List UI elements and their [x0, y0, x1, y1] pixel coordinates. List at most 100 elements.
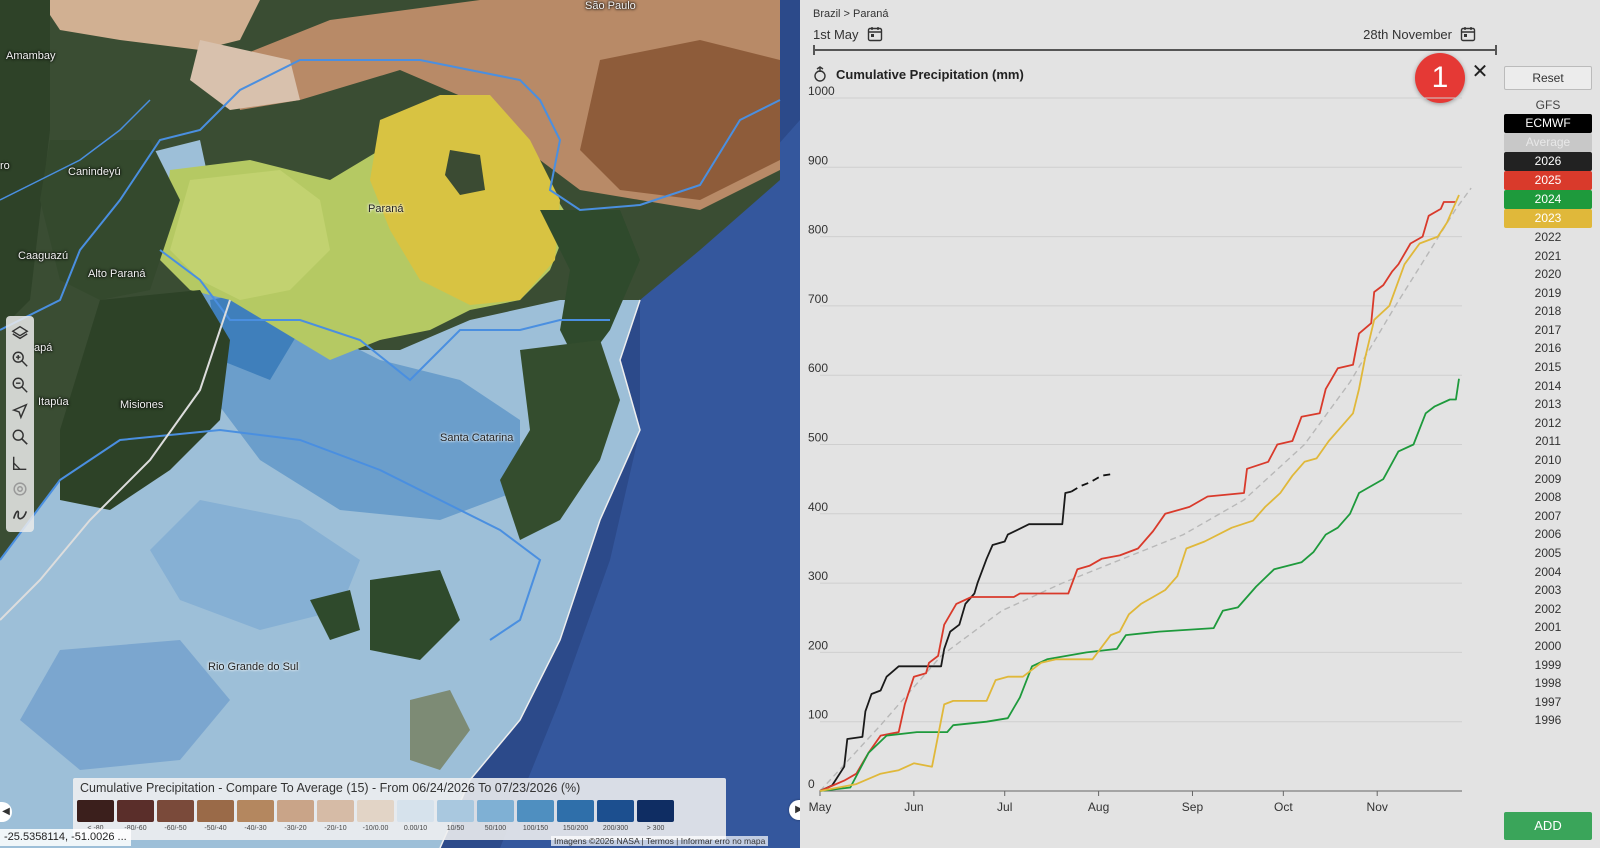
place-label-ro: ro: [0, 160, 10, 172]
zoom-out-icon: [12, 377, 28, 393]
x-tick-label: May: [809, 800, 832, 814]
search-button[interactable]: [8, 424, 32, 450]
rain-gauge-icon: [814, 66, 826, 82]
series-item-2016[interactable]: 2016: [1534, 341, 1562, 356]
misiones-land: [60, 290, 230, 510]
close-button[interactable]: ✕: [1471, 61, 1489, 83]
layers-icon: [11, 325, 29, 340]
date-range-slider[interactable]: [813, 45, 1497, 55]
border-paraguay: [0, 99, 151, 201]
coast-forest: [540, 210, 640, 370]
series-item-2004[interactable]: 2004: [1534, 564, 1562, 579]
measure-button[interactable]: [8, 450, 32, 476]
series-item-2020[interactable]: 2020: [1534, 267, 1562, 282]
series-line-ecmwf: [1070, 473, 1111, 493]
series-item-2017[interactable]: 2017: [1534, 322, 1562, 337]
series-item-2008[interactable]: 2008: [1534, 490, 1562, 505]
series-item-2019[interactable]: 2019: [1534, 285, 1562, 300]
series-item-2026[interactable]: 2026: [1504, 151, 1592, 171]
series-item-2007[interactable]: 2007: [1534, 508, 1562, 523]
draw-button[interactable]: [8, 502, 32, 528]
series-item-2015[interactable]: 2015: [1534, 360, 1562, 375]
series-item-2005[interactable]: 2005: [1534, 546, 1562, 560]
place-label-sao-paulo: São Paulo: [585, 0, 636, 12]
series-item-2009[interactable]: 2009: [1534, 471, 1562, 486]
legend-swatch-label: 150/200: [562, 825, 589, 832]
date-end-label: 28th November: [1363, 26, 1452, 42]
place-label-canindeyu: Canindeyú: [68, 166, 121, 178]
calendar-icon[interactable]: [867, 26, 883, 42]
x-tick-label: Aug: [1088, 800, 1109, 814]
legend-swatch-label: -40/-30: [244, 825, 267, 832]
y-tick-label: 400: [808, 500, 828, 514]
model-gfs[interactable]: GFS: [1535, 98, 1561, 112]
series-item-2024[interactable]: 2024: [1504, 189, 1592, 209]
calendar-icon[interactable]: [1460, 26, 1476, 42]
legend-swatch: [117, 800, 154, 822]
measure-icon: [12, 456, 27, 471]
series-item-1999[interactable]: 1999: [1534, 657, 1562, 672]
y-tick-label: 500: [808, 431, 828, 445]
series-item-2014[interactable]: 2014: [1534, 378, 1562, 393]
y-tick-label: 600: [808, 361, 828, 375]
series-item-2001[interactable]: 2001: [1534, 620, 1562, 635]
legend-swatch: [597, 800, 634, 822]
series-line-2026: [819, 490, 1072, 792]
parana-forest: [445, 150, 485, 195]
series-item-2006[interactable]: 2006: [1534, 527, 1562, 542]
search-icon: [12, 429, 28, 445]
legend-swatch: [397, 800, 434, 822]
date-end-picker[interactable]: 28th November: [1363, 26, 1476, 42]
legend-swatch: [637, 800, 674, 822]
y-tick-label: 0: [808, 777, 815, 791]
series-line-average: [819, 187, 1472, 792]
legend-swatch-label: -50/-40: [204, 825, 227, 832]
series-item-2011[interactable]: 2011: [1535, 434, 1561, 449]
chart-title: Cumulative Precipitation (mm): [836, 66, 1024, 82]
y-tick-label: 800: [808, 223, 828, 237]
series-item-2003[interactable]: 2003: [1534, 583, 1562, 598]
legend-swatch: [557, 800, 594, 822]
surplus-region-light: [150, 500, 360, 630]
series-item-2021[interactable]: 2021: [1534, 248, 1562, 263]
series-item-1996[interactable]: 1996: [1534, 713, 1562, 728]
precipitation-map[interactable]: [0, 0, 800, 848]
coastline: [439, 299, 641, 848]
series-item-2025[interactable]: 2025: [1504, 170, 1592, 190]
surplus-region-south: [20, 640, 230, 770]
zoom-in-button[interactable]: [8, 346, 32, 372]
series-item-2023[interactable]: 2023: [1504, 208, 1592, 228]
collapse-panel-button[interactable]: ▶: [789, 800, 800, 820]
series-item-ecmwf[interactable]: ECMWF: [1504, 114, 1592, 133]
series-item-2010[interactable]: 2010: [1534, 453, 1562, 468]
add-button[interactable]: ADD: [1504, 812, 1592, 840]
series-item-2000[interactable]: 2000: [1534, 638, 1562, 653]
legend-swatch: [437, 800, 474, 822]
settings-button[interactable]: [8, 476, 32, 502]
series-item-average[interactable]: Average: [1504, 132, 1592, 152]
series-item-2022[interactable]: 2022: [1534, 229, 1562, 244]
legend-swatch-label: -10/0.00: [362, 825, 389, 832]
series-item-2013[interactable]: 2013: [1534, 397, 1562, 412]
deficit-region-north: [40, 0, 260, 50]
map-toolbar: [6, 316, 34, 532]
series-item-2012[interactable]: 2012: [1534, 415, 1562, 430]
series-item-1998[interactable]: 1998: [1534, 676, 1562, 691]
collapse-left-button[interactable]: ◀: [0, 802, 12, 822]
legend-swatches: [77, 800, 674, 822]
map-view[interactable]: São Paulo Amambay Canindeyú Caaguazú Alt…: [0, 0, 800, 848]
reset-button[interactable]: Reset: [1504, 66, 1592, 90]
border-sc-rs: [0, 428, 542, 641]
forest-patch: [370, 570, 460, 660]
date-start-picker[interactable]: 1st May: [813, 26, 883, 42]
place-label-parana: Paraná: [368, 203, 404, 215]
series-item-2018[interactable]: 2018: [1534, 304, 1562, 319]
series-item-2002[interactable]: 2002: [1534, 601, 1562, 616]
series-list: ECMWF Average 2026 2025 2024 2023 2022 2021 2020…: [1504, 114, 1592, 730]
series-item-1997[interactable]: 1997: [1534, 694, 1562, 709]
locate-button[interactable]: [8, 398, 32, 424]
map-attribution[interactable]: Imagens ©2026 NASA | Termos | Informar e…: [551, 836, 769, 846]
layers-button[interactable]: [8, 320, 32, 346]
legend-labels: < -80 -80/-60 -60/-50 -50/-40 -40/-30 -30/-20…: [77, 825, 674, 832]
zoom-out-button[interactable]: [8, 372, 32, 398]
